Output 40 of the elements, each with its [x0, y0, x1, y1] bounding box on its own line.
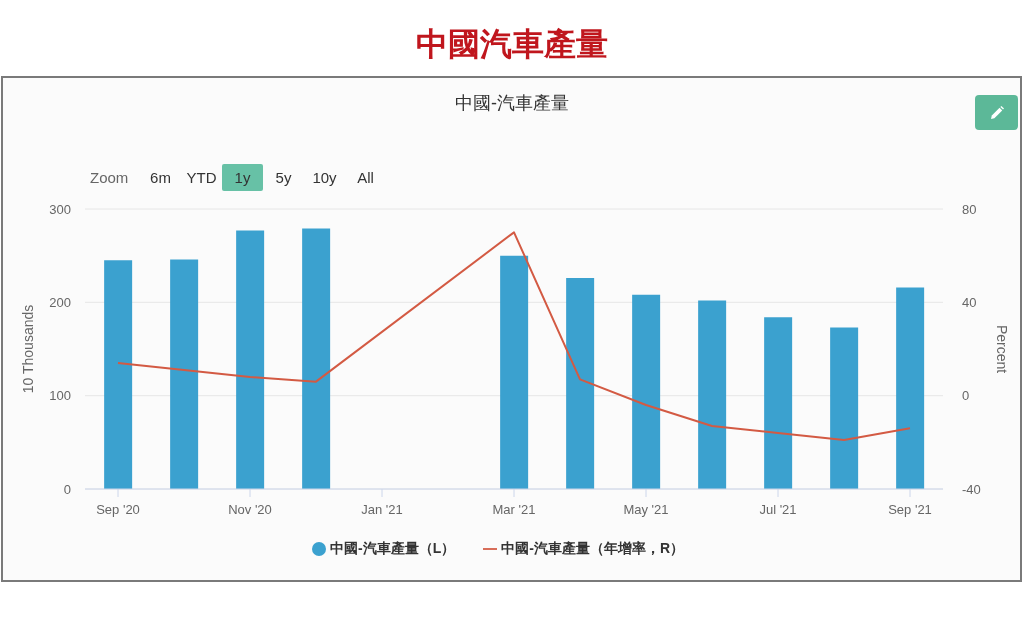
bar — [764, 317, 793, 489]
bar — [698, 300, 727, 489]
chart-subtitle: 中國-汽車產量 — [455, 93, 569, 113]
bar — [302, 228, 331, 489]
text: Zoom — [90, 169, 130, 186]
text: 1y — [222, 164, 263, 191]
bar — [896, 287, 925, 489]
y2-tick-label: -40 — [962, 481, 981, 497]
y2-tick-label: 0 — [962, 388, 970, 404]
chart-title: 中國汽車產量 — [416, 26, 608, 62]
y2-tick-label: 40 — [962, 294, 977, 310]
x-tick-label: May '21 — [623, 502, 669, 518]
y-tick-label: 300 — [49, 201, 71, 217]
line-series — [117, 231, 911, 441]
text: 6m — [149, 168, 172, 188]
legend-label: 中國-汽車產量（年增率，R） — [501, 540, 684, 556]
y-tick-label: 200 — [49, 294, 71, 310]
text: 5y — [274, 168, 293, 188]
bar — [170, 259, 199, 489]
y-tick-label: 100 — [49, 388, 71, 404]
x-tick-label: Mar '21 — [492, 502, 536, 518]
text: 10y — [311, 168, 338, 188]
y2-tick-label: 80 — [962, 201, 977, 217]
bar — [236, 230, 265, 489]
bar — [500, 255, 529, 489]
x-tick-label: Jul '21 — [759, 502, 797, 518]
bar — [632, 294, 661, 489]
legend-label: 中國-汽車產量（L） — [330, 540, 456, 556]
x-tick-label: Sep '21 — [888, 502, 932, 518]
y2-axis-title: Percent — [994, 324, 1010, 374]
x-tick-label: Sep '20 — [96, 502, 140, 518]
bar — [566, 278, 595, 489]
y-axis-title: 10 Thousands — [20, 304, 36, 394]
bar — [104, 260, 133, 489]
text: All — [356, 168, 375, 188]
x-tick-label: Jan '21 — [361, 502, 403, 518]
y-tick-label: 0 — [63, 481, 71, 497]
text: YTD — [185, 168, 218, 188]
x-tick-label: Nov '20 — [228, 502, 272, 518]
bar — [830, 327, 859, 489]
